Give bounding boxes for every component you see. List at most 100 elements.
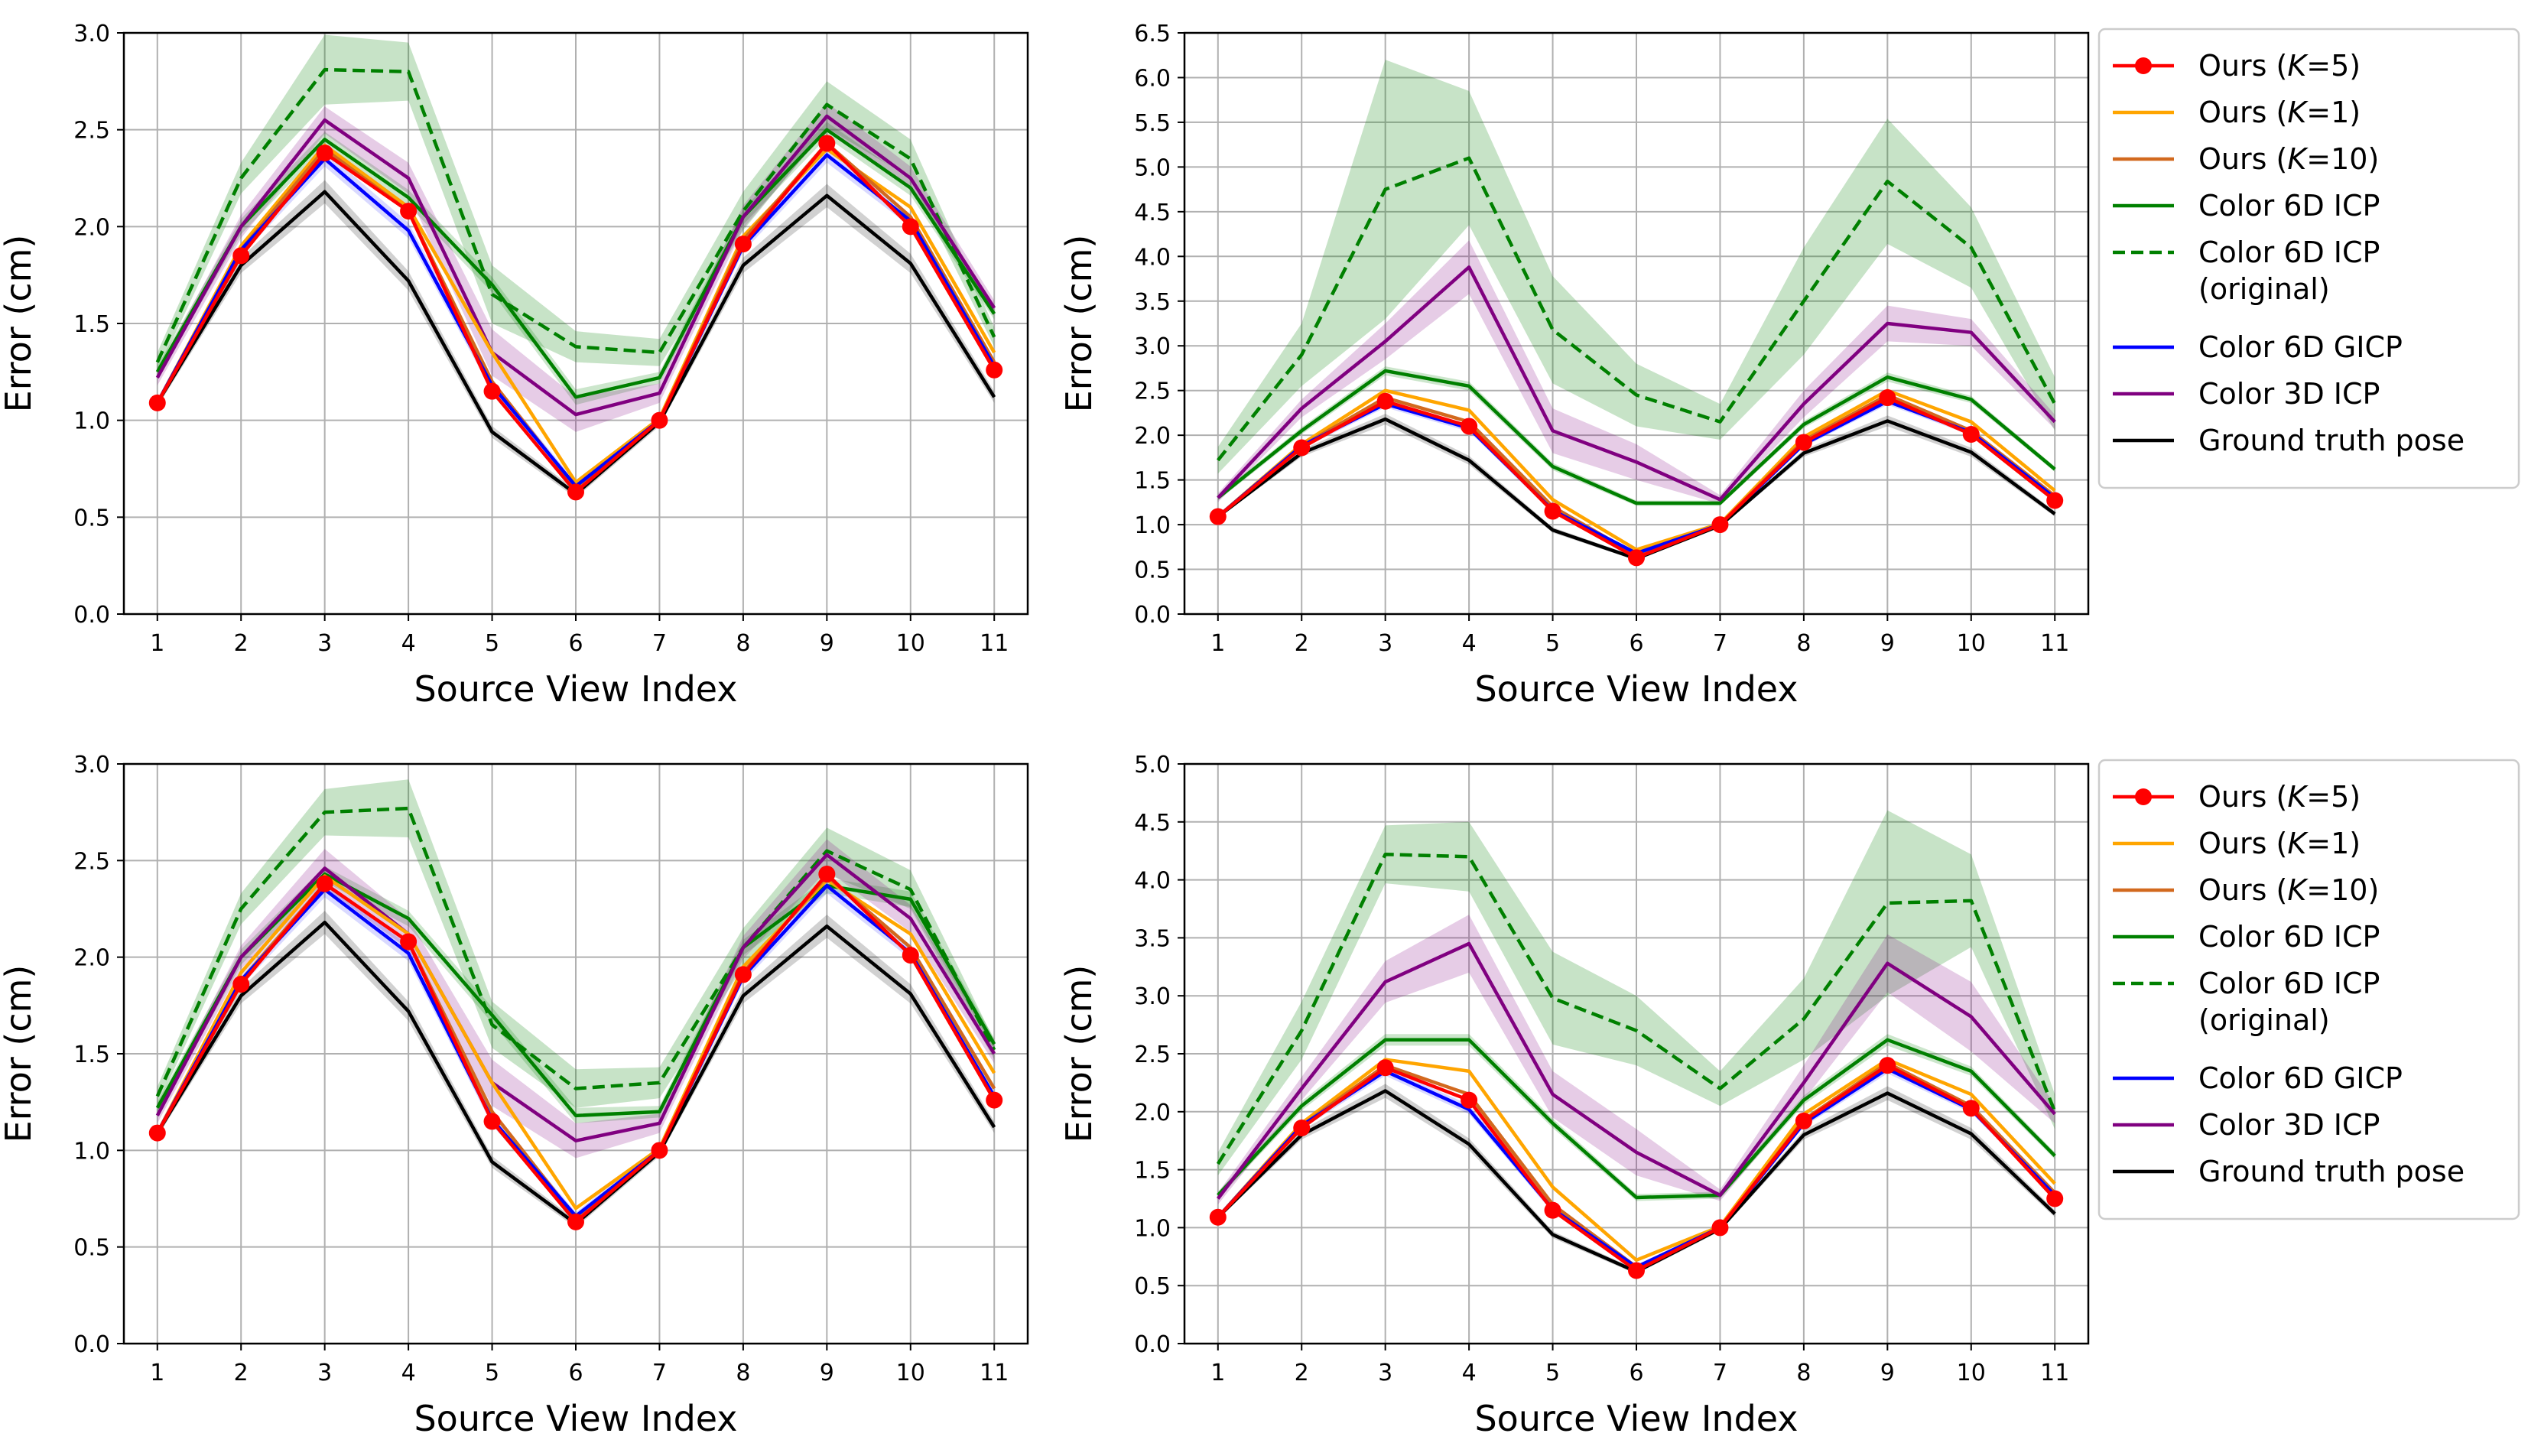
y-tick-label: 4.0 [1134, 868, 1171, 895]
x-tick-label: 7 [1713, 1360, 1727, 1386]
legend-label-italic: K [2287, 49, 2309, 83]
legend-label-italic: K [2287, 142, 2309, 176]
data-point-ours-k5 [734, 966, 752, 983]
series-lines [1209, 156, 2064, 567]
band-color-3d-icp [1217, 915, 2055, 1205]
y-tick-label: 0.5 [1134, 557, 1171, 584]
data-point-ours-k5 [1628, 549, 1645, 567]
y-tick-label: 2.5 [1134, 379, 1171, 405]
series-line-color-6d-icp-original [1217, 156, 2057, 462]
legend-swatch-marker [2135, 788, 2152, 805]
series-line-color-6d-icp [1217, 1038, 2056, 1200]
legend-item-gicp: Color 6D GICP [2113, 1061, 2403, 1095]
x-axis-label: Source View Index [1474, 668, 1798, 710]
data-point-ours-k5 [1795, 434, 1812, 451]
data-point-ours-k5 [148, 394, 166, 411]
data-point-ours-k5 [1711, 1219, 1729, 1237]
legend-label: Color 6D ICP [2198, 236, 2380, 269]
data-point-ours-k5 [567, 483, 584, 501]
x-tick-label: 2 [1295, 630, 1309, 657]
legend-label-text: Ground truth pose [2198, 1155, 2465, 1188]
legend-label: Ours (K=10) [2198, 873, 2379, 907]
y-tick-label: 3.0 [1134, 333, 1171, 360]
legend-label-text: Color 6D ICP [2198, 189, 2380, 223]
legend-label: Ground truth pose [2198, 1155, 2465, 1188]
x-tick-label: 11 [980, 630, 1009, 657]
data-point-ours-k5 [1461, 1091, 1478, 1109]
y-tick-label: 3.0 [73, 21, 110, 47]
legend-label-suffix: =10) [2306, 142, 2379, 176]
y-tick-label: 0.0 [1134, 602, 1171, 629]
series-line-color-3d-icp [1216, 941, 2056, 1200]
data-point-ours-k5 [1461, 418, 1478, 435]
y-axis-label: Error (cm) [0, 235, 39, 413]
series-lines [148, 806, 1003, 1230]
data-point-ours-k5 [1293, 439, 1311, 457]
series-lines [148, 67, 1003, 501]
legend-label-text: Ours ( [2198, 873, 2287, 907]
y-tick-label: 5.0 [1134, 154, 1171, 181]
data-point-ours-k5 [1962, 1100, 1980, 1117]
legend-label-text: Ours ( [2198, 827, 2287, 860]
y-tick-label: 1.0 [73, 1138, 110, 1165]
legend-label-italic: K [2287, 96, 2309, 129]
y-tick-label: 3.5 [1134, 925, 1171, 952]
y-tick-label: 0.5 [73, 1235, 110, 1262]
chart-panel-bottom-right: 1 2 3 4 5 6 7 8 9 10 11 0.0 0.5 1.0 1.5 2.0 2.5 3.0 3.5 4.0… [1058, 752, 2520, 1439]
chart-panel-bottom-left: 1 2 3 4 5 6 7 8 9 10 11 0.0 0.5 1.0 1.5 2.0 2.5 3.0 Source… [0, 752, 1029, 1439]
x-tick-label: 11 [2040, 630, 2069, 657]
ticks: 1 2 3 4 5 6 7 8 9 10 11 0.0 0.5 1.0 1.5 2.0 2.5 3.0 3.5 4.0… [1134, 21, 2069, 657]
y-tick-label: 5.5 [1134, 110, 1171, 137]
series-line-color-6d-icp-original [155, 806, 996, 1097]
data-point-ours-k5 [1209, 508, 1227, 525]
data-point-ours-k5 [1711, 516, 1729, 534]
legend-label-text: Color 6D ICP [2198, 920, 2380, 954]
legend-frame [2097, 759, 2520, 1220]
data-point-ours-k5 [1795, 1112, 1812, 1129]
legend-label-text: Color 3D ICP [2198, 377, 2380, 411]
x-tick-label: 1 [1210, 1360, 1225, 1386]
legend-label-text: Ours ( [2198, 142, 2287, 176]
x-tick-label: 6 [568, 1360, 583, 1386]
y-tick-label: 4.0 [1134, 244, 1171, 271]
grid [124, 763, 1028, 1344]
legend-label: Color 6D GICP [2198, 1061, 2403, 1095]
data-point-ours-k5 [1628, 1262, 1645, 1279]
y-tick-label: 5.0 [1134, 752, 1171, 778]
data-point-ours-k5 [232, 247, 250, 265]
legend-label-line2: (original) [2198, 1003, 2330, 1037]
y-tick-label: 1.0 [1134, 512, 1171, 539]
series-line-ours-k-1 [1217, 1058, 2056, 1263]
legend-label: Color 6D ICP [2198, 920, 2380, 954]
x-tick-label: 7 [652, 1360, 667, 1386]
legend-label-text: Ours ( [2198, 780, 2287, 814]
legend-label-text: Ground truth pose [2198, 424, 2465, 457]
data-point-ours-k5 [818, 866, 836, 883]
legend-label: Ours (K=5) [2198, 780, 2361, 814]
legend-item-gt: Ground truth pose [2113, 1155, 2465, 1188]
legend-label-text: Color 3D ICP [2198, 1108, 2380, 1142]
data-point-ours-k5 [1293, 1120, 1311, 1137]
grid [1184, 32, 2088, 615]
legend-item-icp6dorig: Color 6D ICP(original) [2113, 967, 2380, 1037]
x-tick-label: 1 [1210, 630, 1225, 657]
legend-item-ours10: Ours (K=10) [2113, 873, 2379, 907]
x-tick-label: 2 [1295, 1360, 1309, 1386]
grid [124, 32, 1028, 615]
x-tick-label: 8 [736, 630, 750, 657]
x-tick-label: 3 [1378, 1360, 1392, 1386]
data-point-ours-k5 [400, 933, 418, 951]
x-tick-label: 1 [150, 1360, 164, 1386]
band-color-6d-icp-original [1217, 60, 2055, 474]
chart-panel-top-right: 1 2 3 4 5 6 7 8 9 10 11 0.0 0.5 1.0 1.5 2.0 2.5 3.0 3.5 4.0… [1058, 21, 2520, 710]
data-point-ours-k5 [483, 382, 501, 400]
y-axis-label: Error (cm) [1058, 965, 1100, 1143]
data-point-ours-k5 [902, 947, 919, 964]
data-point-ours-k5 [651, 1142, 668, 1159]
legend-label-suffix: =1) [2306, 827, 2361, 860]
data-point-ours-k5 [1544, 502, 1561, 520]
y-tick-label: 1.5 [73, 311, 110, 338]
y-tick-label: 2.0 [1134, 423, 1171, 450]
legend-label-text: Color 6D GICP [2198, 1061, 2403, 1095]
